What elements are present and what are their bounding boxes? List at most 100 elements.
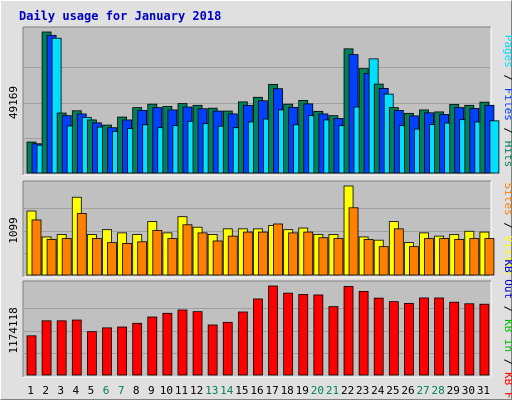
- bar-kb_f-day-17: [268, 285, 278, 376]
- bar-kb_f-day-14: [222, 321, 233, 376]
- x-tick-label: 4: [73, 384, 80, 397]
- bar-sites-day-2: [46, 238, 57, 276]
- legend-panel-2: Sites / Visits: [502, 183, 512, 276]
- bar-sites-day-23: [363, 238, 374, 276]
- legend-files: Files: [502, 88, 512, 121]
- bar-sites-day-7: [122, 243, 132, 276]
- x-tick-label: 7: [118, 384, 125, 397]
- bar-kb_f-day-10: [162, 312, 173, 376]
- bar-sites-day-4: [76, 213, 87, 276]
- bar-kb_f-day-16: [253, 298, 263, 376]
- bar-kb_f-day-8: [132, 322, 143, 376]
- bar-kb_f-day-28: [434, 297, 445, 376]
- bar-sites-day-22: [348, 207, 359, 276]
- bar-kb_f-day-13: [207, 324, 218, 376]
- x-tick-label: 31: [477, 384, 490, 397]
- panel-1: 49169: [7, 26, 500, 176]
- x-tick-label: 18: [281, 384, 294, 397]
- x-tick-label: 26: [401, 384, 414, 397]
- chart-title: Daily usage for January 2018: [19, 9, 221, 23]
- bar-sites-day-17: [273, 223, 283, 276]
- bar-sites-day-15: [242, 231, 253, 276]
- bar-kb_f-day-21: [328, 306, 339, 376]
- bar-sites-day-19: [303, 231, 314, 276]
- x-tick-label: 9: [148, 384, 155, 397]
- bar-kb_f-day-3: [56, 320, 67, 376]
- bar-sites-day-11: [182, 224, 193, 276]
- bar-kb_f-day-29: [449, 301, 460, 376]
- bar-sites-day-29: [454, 238, 465, 276]
- bar-sites-day-5: [91, 238, 102, 276]
- bar-kb_f-day-7: [117, 326, 127, 376]
- bar-kb_f-day-26: [404, 302, 414, 376]
- x-tick-label: 15: [235, 384, 248, 397]
- panel-3: 1174118: [7, 280, 492, 378]
- bar-kb_f-day-11: [177, 309, 188, 376]
- x-tick-label: 8: [133, 384, 140, 397]
- bar-kb_f-day-2: [41, 320, 52, 376]
- bar-sites-day-9: [152, 230, 163, 276]
- bar-sites-day-3: [61, 238, 72, 276]
- bar-sites-day-31: [484, 238, 495, 276]
- y-max-label: 49169: [7, 86, 20, 119]
- bar-sites-day-20: [318, 237, 329, 276]
- legend-pages: Pages: [502, 35, 512, 68]
- panel-2: 1099: [7, 180, 495, 278]
- x-axis-labels: 1 2 3 4 5 6 7 8 9 10 11 12 13 14 15 16 17 18 19 20 21 22 23 24 2…: [27, 384, 490, 397]
- bar-kb_f-day-30: [464, 303, 475, 376]
- bar-sites-day-24: [378, 246, 389, 276]
- x-tick-label: 16: [250, 384, 263, 397]
- bar-kb_f-day-6: [102, 327, 112, 376]
- bar-kb_f-day-24: [373, 297, 384, 376]
- legend-panel-1: Pages / Files / Hits: [502, 35, 512, 168]
- x-tick-label: 12: [190, 384, 203, 397]
- bar-kb_f-day-22: [343, 286, 354, 376]
- x-tick-label: 10: [160, 384, 173, 397]
- x-tick-label: 23: [356, 384, 369, 397]
- bar-sites-day-14: [227, 235, 238, 276]
- bar-sites-day-6: [107, 242, 117, 276]
- bar-kb_f-day-19: [298, 294, 309, 376]
- bar-kb_f-day-12: [192, 311, 203, 376]
- x-tick-label: 6: [103, 384, 110, 397]
- x-tick-label: 25: [386, 384, 399, 397]
- bar-pages-day-31: [489, 120, 500, 174]
- bar-sites-day-18: [288, 232, 299, 276]
- bar-kb_f-day-20: [313, 294, 324, 376]
- bar-kb_f-day-5: [86, 331, 97, 376]
- y-max-label: 1099: [7, 217, 20, 244]
- x-tick-label: 1: [27, 384, 34, 397]
- bar-sites-day-1: [31, 219, 42, 276]
- x-tick-label: 30: [462, 384, 475, 397]
- legend-hits: Hits: [502, 141, 512, 168]
- x-tick-label: 14: [220, 384, 234, 397]
- x-tick-label: 28: [432, 384, 445, 397]
- bar-sites-day-30: [469, 238, 480, 276]
- legend-visits: Visits: [502, 236, 512, 276]
- bar-sites-day-10: [167, 238, 178, 276]
- bar-sites-day-21: [333, 238, 344, 276]
- bar-sites-day-28: [439, 238, 450, 276]
- x-tick-label: 27: [416, 384, 429, 397]
- x-tick-label: 20: [311, 384, 324, 397]
- legend-kb_in: KB In: [502, 319, 512, 352]
- bar-sites-day-16: [258, 231, 268, 276]
- chart-panels: 49169 1099 1174118: [7, 26, 500, 378]
- x-tick-label: 2: [42, 384, 49, 397]
- x-tick-label: 17: [265, 384, 278, 397]
- bar-kb_f-day-27: [419, 297, 429, 376]
- bar-kb_f-day-23: [358, 290, 369, 376]
- legend-sites: Sites: [502, 183, 512, 216]
- bar-sites-day-8: [137, 241, 148, 276]
- bar-kb_f-day-9: [147, 316, 158, 376]
- x-tick-label: 5: [88, 384, 95, 397]
- x-tick-label: 24: [371, 384, 385, 397]
- y-max-label: 1174118: [7, 307, 20, 353]
- legend-panel-3: KB Out / KB In / KB F: [502, 259, 512, 398]
- bar-kb_f-day-25: [388, 301, 399, 376]
- legend-kb_f: KB F: [502, 372, 512, 399]
- x-tick-label: 19: [296, 384, 309, 397]
- x-tick-label: 13: [205, 384, 218, 397]
